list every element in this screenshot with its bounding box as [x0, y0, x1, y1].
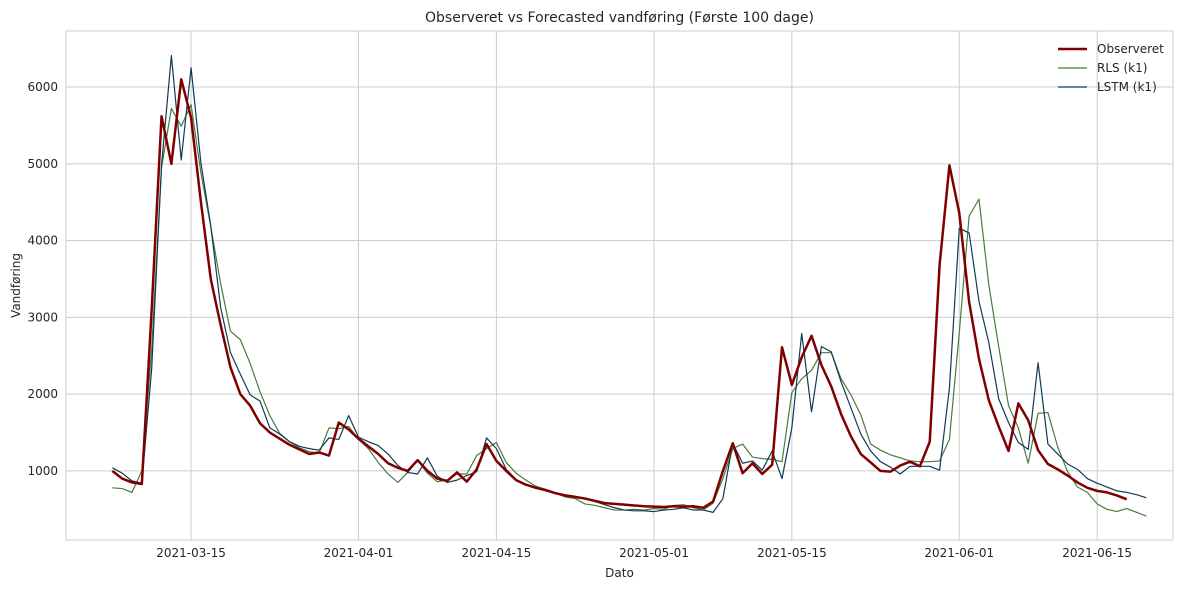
x-tick-label: 2021-04-15: [462, 546, 532, 560]
legend-entry: RLS (k1): [1097, 61, 1147, 75]
chart-title: Observeret vs Forecasted vandføring (Før…: [425, 10, 814, 26]
x-tick-label: 2021-03-15: [156, 546, 226, 560]
y-tick-label: 6000: [27, 80, 58, 94]
x-tick-label: 2021-04-01: [324, 546, 394, 560]
series-layer: [111, 54, 1147, 517]
plot-frame: [65, 30, 1174, 541]
x-tick-label: 2021-06-01: [924, 546, 994, 560]
series-line-observeret: [111, 78, 1128, 510]
legend-entry: Observeret: [1097, 42, 1164, 56]
y-tick-label: 5000: [27, 157, 58, 171]
y-tick-label: 2000: [27, 387, 58, 401]
y-axis-label: Vandføring: [9, 253, 23, 318]
grid: [66, 31, 1173, 540]
y-tick-label: 4000: [27, 234, 58, 248]
y-tick-label: 1000: [27, 464, 58, 478]
y-tick-label: 3000: [27, 310, 58, 324]
x-tick-label: 2021-05-15: [757, 546, 827, 560]
legend-entry: LSTM (k1): [1097, 80, 1157, 94]
legend: Observeret RLS (k1) LSTM (k1): [1058, 42, 1164, 94]
y-tick-labels: 1000 2000 3000 4000 5000 6000: [27, 80, 58, 478]
x-tick-labels: 2021-03-15 2021-04-01 2021-04-15 2021-05-01…: [156, 546, 1132, 560]
series-line-lstm-k1: [112, 54, 1147, 513]
x-tick-label: 2021-06-15: [1062, 546, 1132, 560]
x-axis-label: Dato: [605, 566, 634, 580]
x-tick-label: 2021-05-01: [619, 546, 689, 560]
